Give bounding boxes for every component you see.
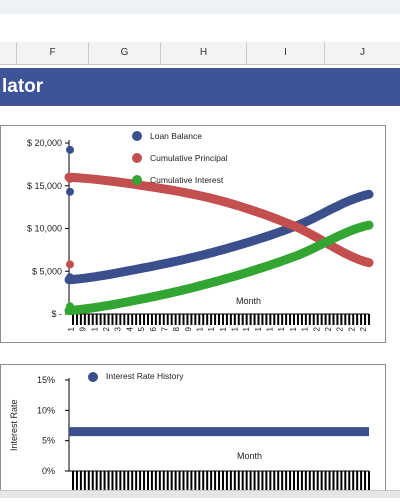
x-tick-label: 2 [324,326,333,331]
legend-label-cumulative-principal: Cumulative Principal [150,153,228,163]
y-tick-label: $ 10,000 [27,224,62,234]
x-tick-label: 1 [67,326,76,331]
x-tick-label: 4 [125,326,134,331]
column-header-f[interactable]: F [16,42,88,64]
chart-legend: Interest Rate History [88,371,184,382]
x-tick-label: 2 [102,326,111,331]
x-axis-title: Month [236,296,261,306]
y-tick-label: $ 20,000 [27,138,62,148]
x-tick-label: 1 [242,326,251,331]
data-point-loan-balance [66,187,74,196]
data-point-loan-balance [66,273,74,282]
legend-marker-loan-balance [132,131,142,141]
browser-top-strip [0,0,400,14]
formula-bar-area [0,14,400,43]
column-header-row: F G H I J [0,42,400,65]
y-tick-label: $ - [51,309,62,319]
x-tick-label: 5 [137,326,146,331]
y-tick-label: 0% [42,466,55,476]
chart-legend: Loan Balance Cumulative Principal Cumulati… [132,131,228,185]
x-tick-label: 2 [347,326,356,331]
data-point-loan-balance [66,145,74,154]
x-tick-label: 1 [90,326,99,331]
rate-chart-panel[interactable]: 0% 5% 10% 15% Interest Rate Month Interest Rat… [0,364,386,496]
series-line-loan-balance [64,189,374,285]
banner-title: lator [2,76,44,97]
x-tick-label: 1 [207,326,216,331]
data-point-cumulative-principal [66,174,74,183]
data-point-cumulative-principal [66,260,74,269]
legend-label-loan-balance: Loan Balance [150,131,202,141]
y-tick-label: 5% [42,436,55,446]
column-header-j[interactable]: J [324,42,400,64]
x-tick-label: 1 [219,326,228,331]
y-tick-label: 15% [37,375,55,385]
sheet-bottom-strip [0,490,400,498]
x-tick-label: 1 [289,326,298,331]
x-tick-label: 1 [231,326,240,331]
title-banner: lator [0,68,400,106]
x-tick-label: 2 [312,326,321,331]
x-tick-label: 2 [336,326,345,331]
x-tick-label: 2 [359,326,368,331]
loan-chart-panel[interactable]: $ - $ 5,000 $ 10,000 $ 15,000 $ 20,000 1 9 1 2 3 4… [0,125,386,343]
series-line-cumulative-interest [64,220,374,316]
x-tick-label: 9 [184,326,193,331]
x-tick-label: 6 [149,326,158,331]
series-line-cumulative-principal [64,172,374,268]
x-tick-label: 1 [277,326,286,331]
x-tick-label: 1 [266,326,275,331]
x-tick-comb [72,471,370,491]
y-tick-label: $ 5,000 [32,266,62,276]
legend-marker-cumulative-interest [132,175,142,185]
column-header-h[interactable]: H [160,42,246,64]
x-tick-label: 3 [114,326,123,331]
x-tick-label: 7 [160,326,169,331]
legend-marker-cumulative-principal [132,153,142,163]
column-header-i[interactable]: I [246,42,324,64]
legend-label-cumulative-interest: Cumulative Interest [150,175,224,185]
x-axis-title: Month [237,451,262,461]
x-tick-comb [72,314,370,325]
x-tick-label: 8 [172,326,181,331]
column-header-g[interactable]: G [88,42,160,64]
x-tick-label: 1 [301,326,310,331]
x-tick-label: 1 [195,326,204,331]
y-tick-label: 10% [37,405,55,415]
x-tick-label: 1 [254,326,263,331]
x-tick-label: 9 [79,326,88,331]
rate-chart: 0% 5% 10% 15% Interest Rate Month Interest Rat… [9,371,370,491]
y-tick-label: $ 15,000 [27,181,62,191]
y-axis-title: Interest Rate [9,399,19,451]
legend-marker-interest-rate-history [88,372,98,382]
data-point-cumulative-interest [66,302,74,311]
legend-label-interest-rate-history: Interest Rate History [106,371,184,381]
